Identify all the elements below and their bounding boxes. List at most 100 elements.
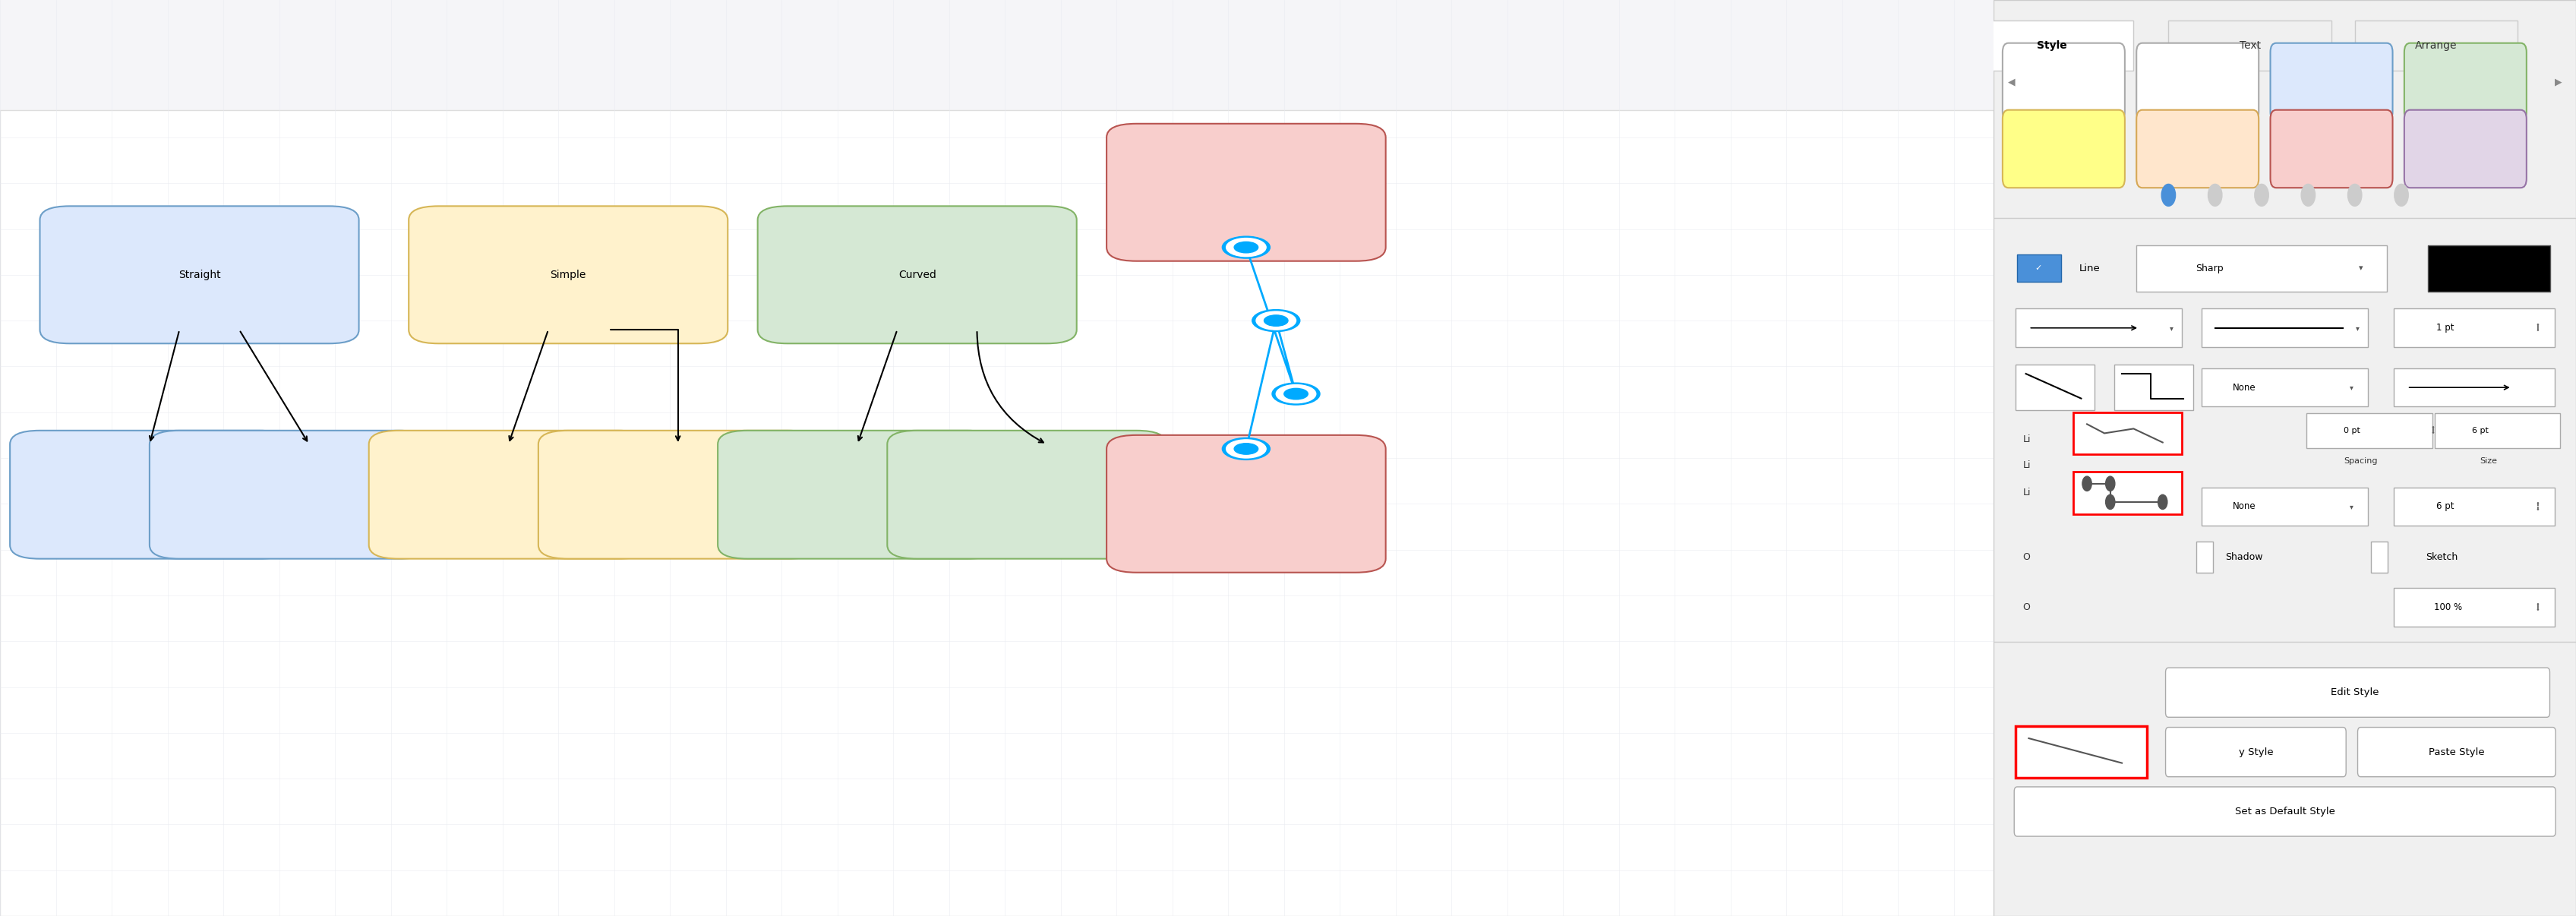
Circle shape	[1257, 311, 1296, 330]
Text: ⬆
⬇: ⬆ ⬇	[2535, 323, 2540, 333]
Text: Li: Li	[2022, 488, 2030, 497]
FancyBboxPatch shape	[2197, 541, 2213, 572]
Text: ▾: ▾	[2357, 324, 2360, 332]
Text: Shadow: Shadow	[2226, 552, 2262, 562]
FancyBboxPatch shape	[1108, 124, 1386, 261]
Text: O: O	[2022, 552, 2030, 562]
FancyBboxPatch shape	[2393, 588, 2555, 627]
FancyBboxPatch shape	[2434, 413, 2561, 448]
FancyBboxPatch shape	[368, 431, 649, 559]
Text: Sharp: Sharp	[2195, 264, 2223, 273]
Text: Li: Li	[2022, 435, 2030, 444]
Text: 6 pt: 6 pt	[2470, 427, 2488, 434]
Circle shape	[1226, 440, 1265, 458]
FancyBboxPatch shape	[757, 206, 1077, 344]
Circle shape	[1234, 242, 1257, 253]
Circle shape	[1226, 238, 1265, 256]
Circle shape	[2161, 184, 2177, 206]
Text: ⬆
⬇: ⬆ ⬇	[2432, 426, 2434, 435]
Text: 100 %: 100 %	[2434, 603, 2463, 612]
FancyBboxPatch shape	[2017, 255, 2061, 282]
Circle shape	[2393, 184, 2409, 206]
FancyBboxPatch shape	[2354, 20, 2517, 71]
Circle shape	[2105, 495, 2115, 509]
Text: Text: Text	[2239, 40, 2262, 50]
FancyBboxPatch shape	[2014, 726, 2146, 778]
Circle shape	[2159, 495, 2166, 509]
Text: 1 pt: 1 pt	[2437, 323, 2455, 333]
Text: Arrange: Arrange	[2416, 40, 2458, 50]
FancyBboxPatch shape	[39, 206, 358, 344]
Text: Set as Default Style: Set as Default Style	[2236, 807, 2334, 816]
Text: ▾: ▾	[2169, 324, 2174, 332]
Text: ▶: ▶	[2555, 77, 2563, 87]
FancyBboxPatch shape	[2074, 412, 2182, 454]
Text: ◀: ◀	[2007, 77, 2014, 87]
Circle shape	[2105, 476, 2115, 491]
FancyBboxPatch shape	[2393, 487, 2555, 526]
FancyBboxPatch shape	[2136, 245, 2388, 291]
Text: y Style: y Style	[2239, 747, 2272, 757]
Text: 0 pt: 0 pt	[2344, 427, 2360, 434]
Circle shape	[1265, 315, 1288, 326]
Text: Style: Style	[2038, 40, 2066, 50]
Text: ⬆
⬇: ⬆ ⬇	[2535, 603, 2540, 612]
FancyBboxPatch shape	[2202, 368, 2367, 407]
FancyBboxPatch shape	[2370, 541, 2388, 572]
Circle shape	[2081, 476, 2092, 491]
Circle shape	[2347, 184, 2362, 206]
Text: Paste Style: Paste Style	[2429, 747, 2486, 757]
Circle shape	[1275, 385, 1316, 403]
Circle shape	[1234, 443, 1257, 454]
Circle shape	[1283, 388, 1309, 399]
FancyBboxPatch shape	[2357, 727, 2555, 777]
Circle shape	[2300, 184, 2316, 206]
Text: ▾: ▾	[2360, 265, 2362, 272]
Text: Line: Line	[2079, 264, 2099, 273]
FancyBboxPatch shape	[410, 206, 729, 344]
FancyBboxPatch shape	[2166, 727, 2347, 777]
FancyBboxPatch shape	[2427, 245, 2550, 291]
FancyBboxPatch shape	[2269, 110, 2393, 188]
Text: 6 pt: 6 pt	[2437, 502, 2455, 511]
FancyBboxPatch shape	[2074, 472, 2182, 514]
Text: Simple: Simple	[551, 269, 587, 280]
FancyBboxPatch shape	[2269, 43, 2393, 121]
FancyBboxPatch shape	[2014, 309, 2182, 347]
Text: ⬆
⬇: ⬆ ⬇	[2535, 502, 2540, 511]
FancyBboxPatch shape	[719, 431, 997, 559]
Circle shape	[2254, 184, 2269, 206]
FancyBboxPatch shape	[2014, 365, 2094, 410]
FancyBboxPatch shape	[2403, 43, 2527, 121]
FancyBboxPatch shape	[2136, 43, 2259, 121]
FancyBboxPatch shape	[538, 431, 817, 559]
Text: ▾: ▾	[2349, 503, 2354, 510]
Circle shape	[1273, 383, 1319, 405]
FancyBboxPatch shape	[2002, 43, 2125, 121]
FancyBboxPatch shape	[886, 431, 1167, 559]
FancyBboxPatch shape	[2403, 110, 2527, 188]
FancyBboxPatch shape	[0, 0, 1994, 110]
FancyBboxPatch shape	[2202, 487, 2367, 526]
FancyBboxPatch shape	[2014, 787, 2555, 836]
FancyBboxPatch shape	[2136, 110, 2259, 188]
Text: Curved: Curved	[899, 269, 935, 280]
Text: Size: Size	[2481, 457, 2496, 464]
Circle shape	[1221, 438, 1270, 460]
FancyBboxPatch shape	[2306, 413, 2432, 448]
FancyBboxPatch shape	[1108, 435, 1386, 572]
Text: ✓: ✓	[2035, 265, 2043, 272]
FancyBboxPatch shape	[1971, 20, 2133, 71]
Circle shape	[1221, 236, 1270, 258]
Text: Spacing: Spacing	[2344, 457, 2378, 464]
Text: Straight: Straight	[178, 269, 222, 280]
Text: O: O	[2022, 603, 2030, 612]
Text: Edit Style: Edit Style	[2331, 688, 2378, 697]
FancyBboxPatch shape	[0, 110, 1994, 916]
FancyBboxPatch shape	[2169, 20, 2331, 71]
Text: None: None	[2233, 383, 2257, 392]
Circle shape	[1252, 310, 1301, 332]
Text: ▾: ▾	[2349, 384, 2354, 391]
Text: None: None	[2233, 502, 2257, 511]
FancyBboxPatch shape	[2002, 110, 2125, 188]
